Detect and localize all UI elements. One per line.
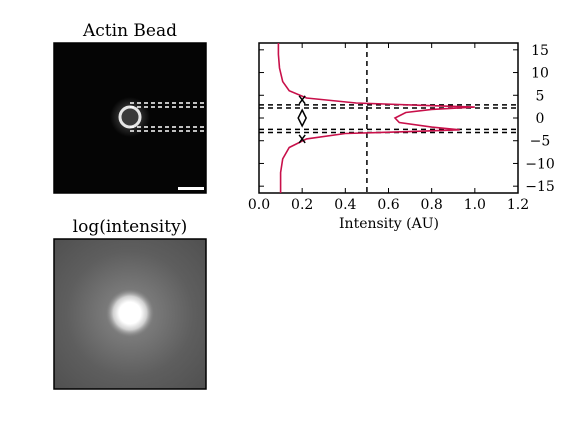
profile-series-line bbox=[277, 43, 475, 193]
x-tick-label: 0.0 bbox=[248, 197, 270, 213]
log-intensity-image bbox=[53, 238, 207, 390]
bottom-image-title: log(intensity) bbox=[72, 217, 188, 237]
series-layer bbox=[277, 43, 475, 193]
scale-bar bbox=[178, 187, 204, 190]
intensity-profile-plot: 0.0 0.2 0.4 0.6 0.8 1.0 1.2 15 10 5 0 −5 −10 −15 Int… bbox=[248, 42, 555, 232]
x-marker bbox=[298, 95, 306, 105]
y-tick-label: 0 bbox=[536, 111, 545, 127]
x-marker bbox=[298, 134, 306, 144]
x-tick-label: 1.2 bbox=[507, 197, 529, 213]
actin-bead-image bbox=[53, 42, 207, 194]
x-tick-label: 0.2 bbox=[291, 197, 313, 213]
x-tick-label: 0.8 bbox=[421, 197, 443, 213]
diamond-marker bbox=[297, 108, 308, 128]
y-tick-label: −5 bbox=[530, 134, 551, 150]
x-tick-label: 1.0 bbox=[464, 197, 486, 213]
bead-core bbox=[123, 110, 137, 124]
y-axis: 15 10 5 0 −5 −10 −15 bbox=[259, 43, 555, 195]
x-tick-label: 0.4 bbox=[334, 197, 356, 213]
y-tick-label: 10 bbox=[531, 66, 549, 82]
x-tick-label: 0.6 bbox=[377, 197, 399, 213]
y-tick-label: −10 bbox=[525, 156, 555, 172]
y-tick-label: 15 bbox=[531, 43, 549, 59]
top-image-title: Actin Bead bbox=[83, 21, 177, 41]
marker-layer bbox=[297, 95, 308, 144]
x-axis-label: Intensity (AU) bbox=[339, 216, 439, 232]
y-tick-label: −15 bbox=[525, 179, 555, 195]
x-axis: 0.0 0.2 0.4 0.6 0.8 1.0 1.2 bbox=[248, 43, 529, 213]
log-bead-core bbox=[120, 303, 140, 323]
y-tick-label: 5 bbox=[536, 88, 545, 104]
